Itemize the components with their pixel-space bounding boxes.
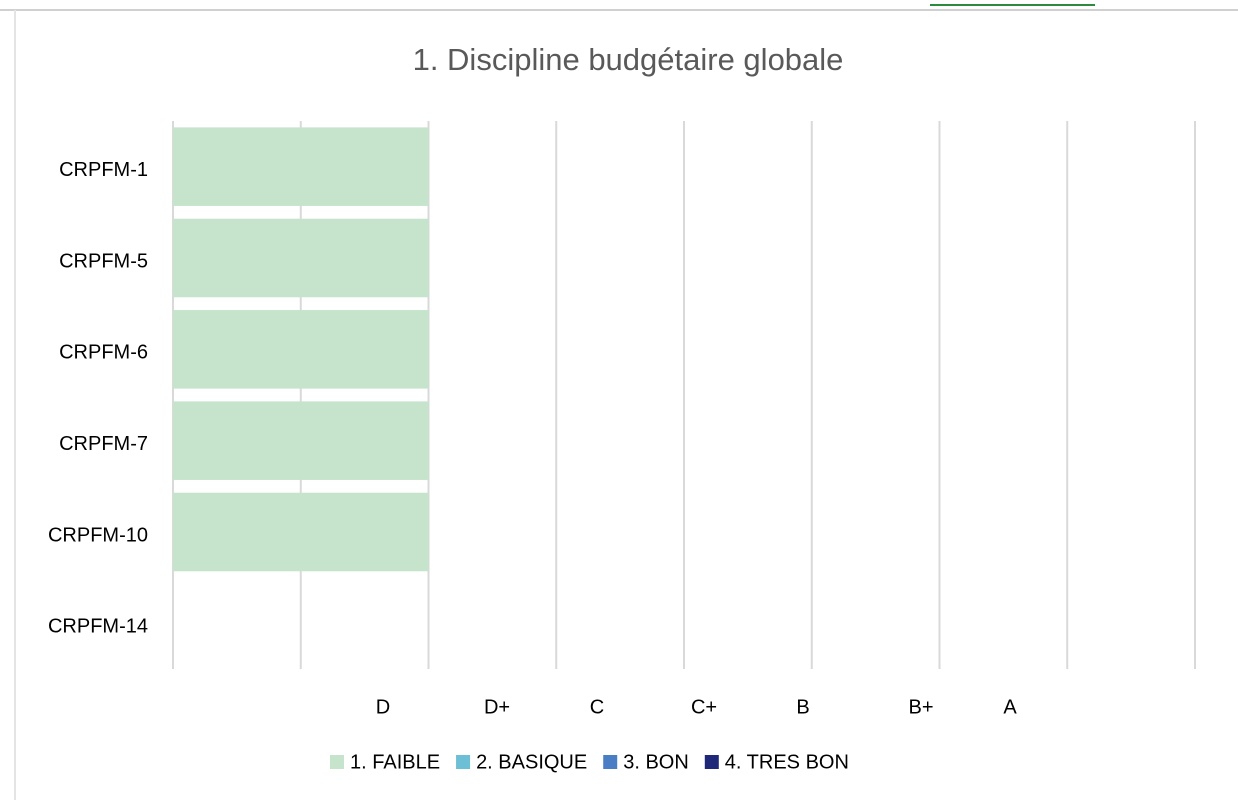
chart-title: 1. Discipline budgétaire globale (413, 42, 844, 77)
bar (173, 310, 429, 389)
bar (173, 401, 429, 480)
legend-label: 2. BASIQUE (476, 751, 587, 773)
legend-label: 4. TRES BON (725, 751, 849, 773)
annotation: B (796, 696, 809, 718)
y-tick-label: CRPFM-10 (48, 524, 148, 546)
y-tick-label: CRPFM-7 (59, 433, 148, 455)
annotation: C (590, 696, 604, 718)
y-tick-label: CRPFM-1 (59, 159, 148, 181)
y-tick-label: CRPFM-5 (59, 250, 148, 272)
legend-swatch (456, 755, 471, 769)
legend-label: 3. BON (623, 751, 689, 773)
annotation: A (1003, 696, 1017, 718)
legend-swatch (330, 755, 344, 769)
legend-label: 1. FAIBLE (350, 751, 440, 773)
bar (173, 492, 429, 572)
bar (173, 218, 429, 298)
y-tick-label: CRPFM-6 (59, 342, 148, 364)
annotation: B+ (908, 696, 933, 718)
bar (173, 127, 429, 206)
y-tick-label: CRPFM-14 (48, 616, 148, 638)
legend-swatch (603, 755, 618, 769)
annotation: D (376, 696, 390, 718)
annotation: C+ (691, 696, 717, 718)
annotation: D+ (484, 696, 510, 718)
legend-swatch (704, 755, 719, 769)
